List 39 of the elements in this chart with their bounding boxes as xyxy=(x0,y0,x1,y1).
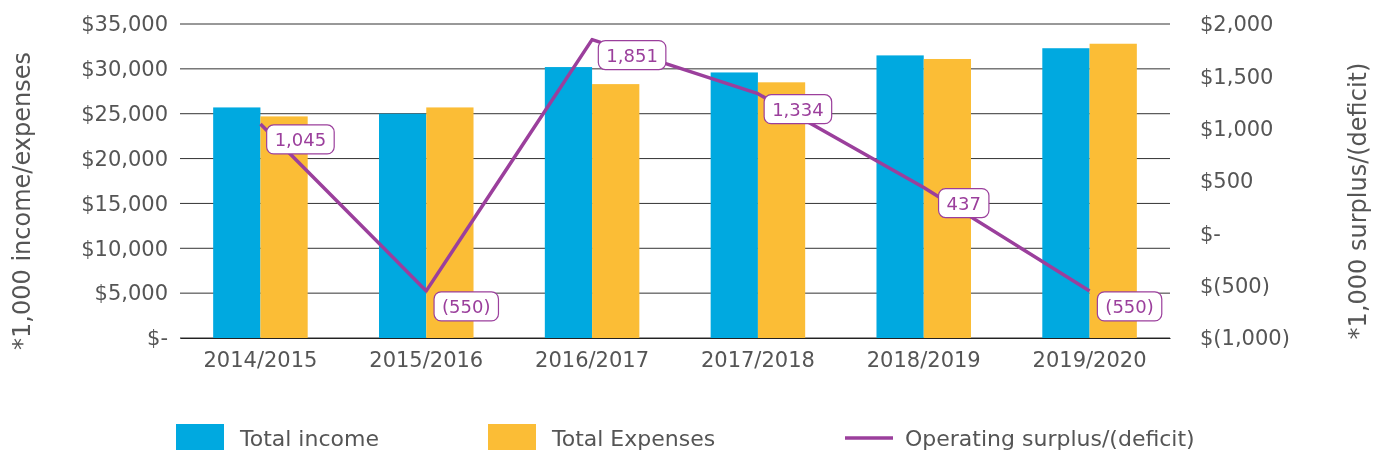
y-tick-label: $15,000 xyxy=(81,191,168,216)
y-tick-label: $20,000 xyxy=(81,146,168,171)
data-label: 1,045 xyxy=(274,128,327,150)
data-label: (550) xyxy=(1105,295,1154,317)
y2-tick-label: $(500) xyxy=(1200,273,1270,298)
y-tick-label: $30,000 xyxy=(81,57,168,82)
bar xyxy=(1042,48,1090,338)
y2-axis-title: *1,000 surplus/(deficit) xyxy=(1344,62,1372,340)
bar xyxy=(544,67,593,338)
y-tick-label: $5,000 xyxy=(94,281,168,306)
y-tick-label: $10,000 xyxy=(81,236,168,261)
bar xyxy=(592,84,640,338)
y-tick-label: $- xyxy=(147,326,168,351)
bar xyxy=(710,72,758,338)
legend-label: Total income xyxy=(239,426,379,450)
y-tick-label: $25,000 xyxy=(81,101,168,126)
x-tick-label: 2018/2019 xyxy=(866,347,981,372)
y2-tick-label: $1,500 xyxy=(1200,64,1274,89)
bar xyxy=(876,55,924,338)
y2-tick-label: $500 xyxy=(1200,169,1254,194)
y2-tick-label: $1,000 xyxy=(1200,116,1274,141)
bar xyxy=(213,107,261,338)
x-tick-label: 2019/2020 xyxy=(1032,347,1147,372)
legend-label: Operating surplus/(deficit) xyxy=(905,426,1195,450)
x-tick-label: 2016/2017 xyxy=(535,347,650,372)
x-tick-label: 2015/2016 xyxy=(369,347,484,372)
data-label: 1,334 xyxy=(772,98,824,120)
y2-tick-label: $- xyxy=(1200,221,1221,246)
data-label: 1,851 xyxy=(606,44,658,66)
x-tick-label: 2014/2015 xyxy=(203,347,318,372)
legend-label: Total Expenses xyxy=(551,426,716,450)
bar xyxy=(379,113,427,338)
y-tick-label: $35,000 xyxy=(81,12,168,37)
y-axis-title: *1,000 income/expenses xyxy=(8,52,36,350)
y2-tick-label: $2,000 xyxy=(1200,12,1274,37)
data-label: (550) xyxy=(442,295,491,317)
data-label: 437 xyxy=(946,192,981,214)
x-tick-label: 2017/2018 xyxy=(700,347,815,372)
y2-tick-label: $(1,000) xyxy=(1200,326,1290,351)
